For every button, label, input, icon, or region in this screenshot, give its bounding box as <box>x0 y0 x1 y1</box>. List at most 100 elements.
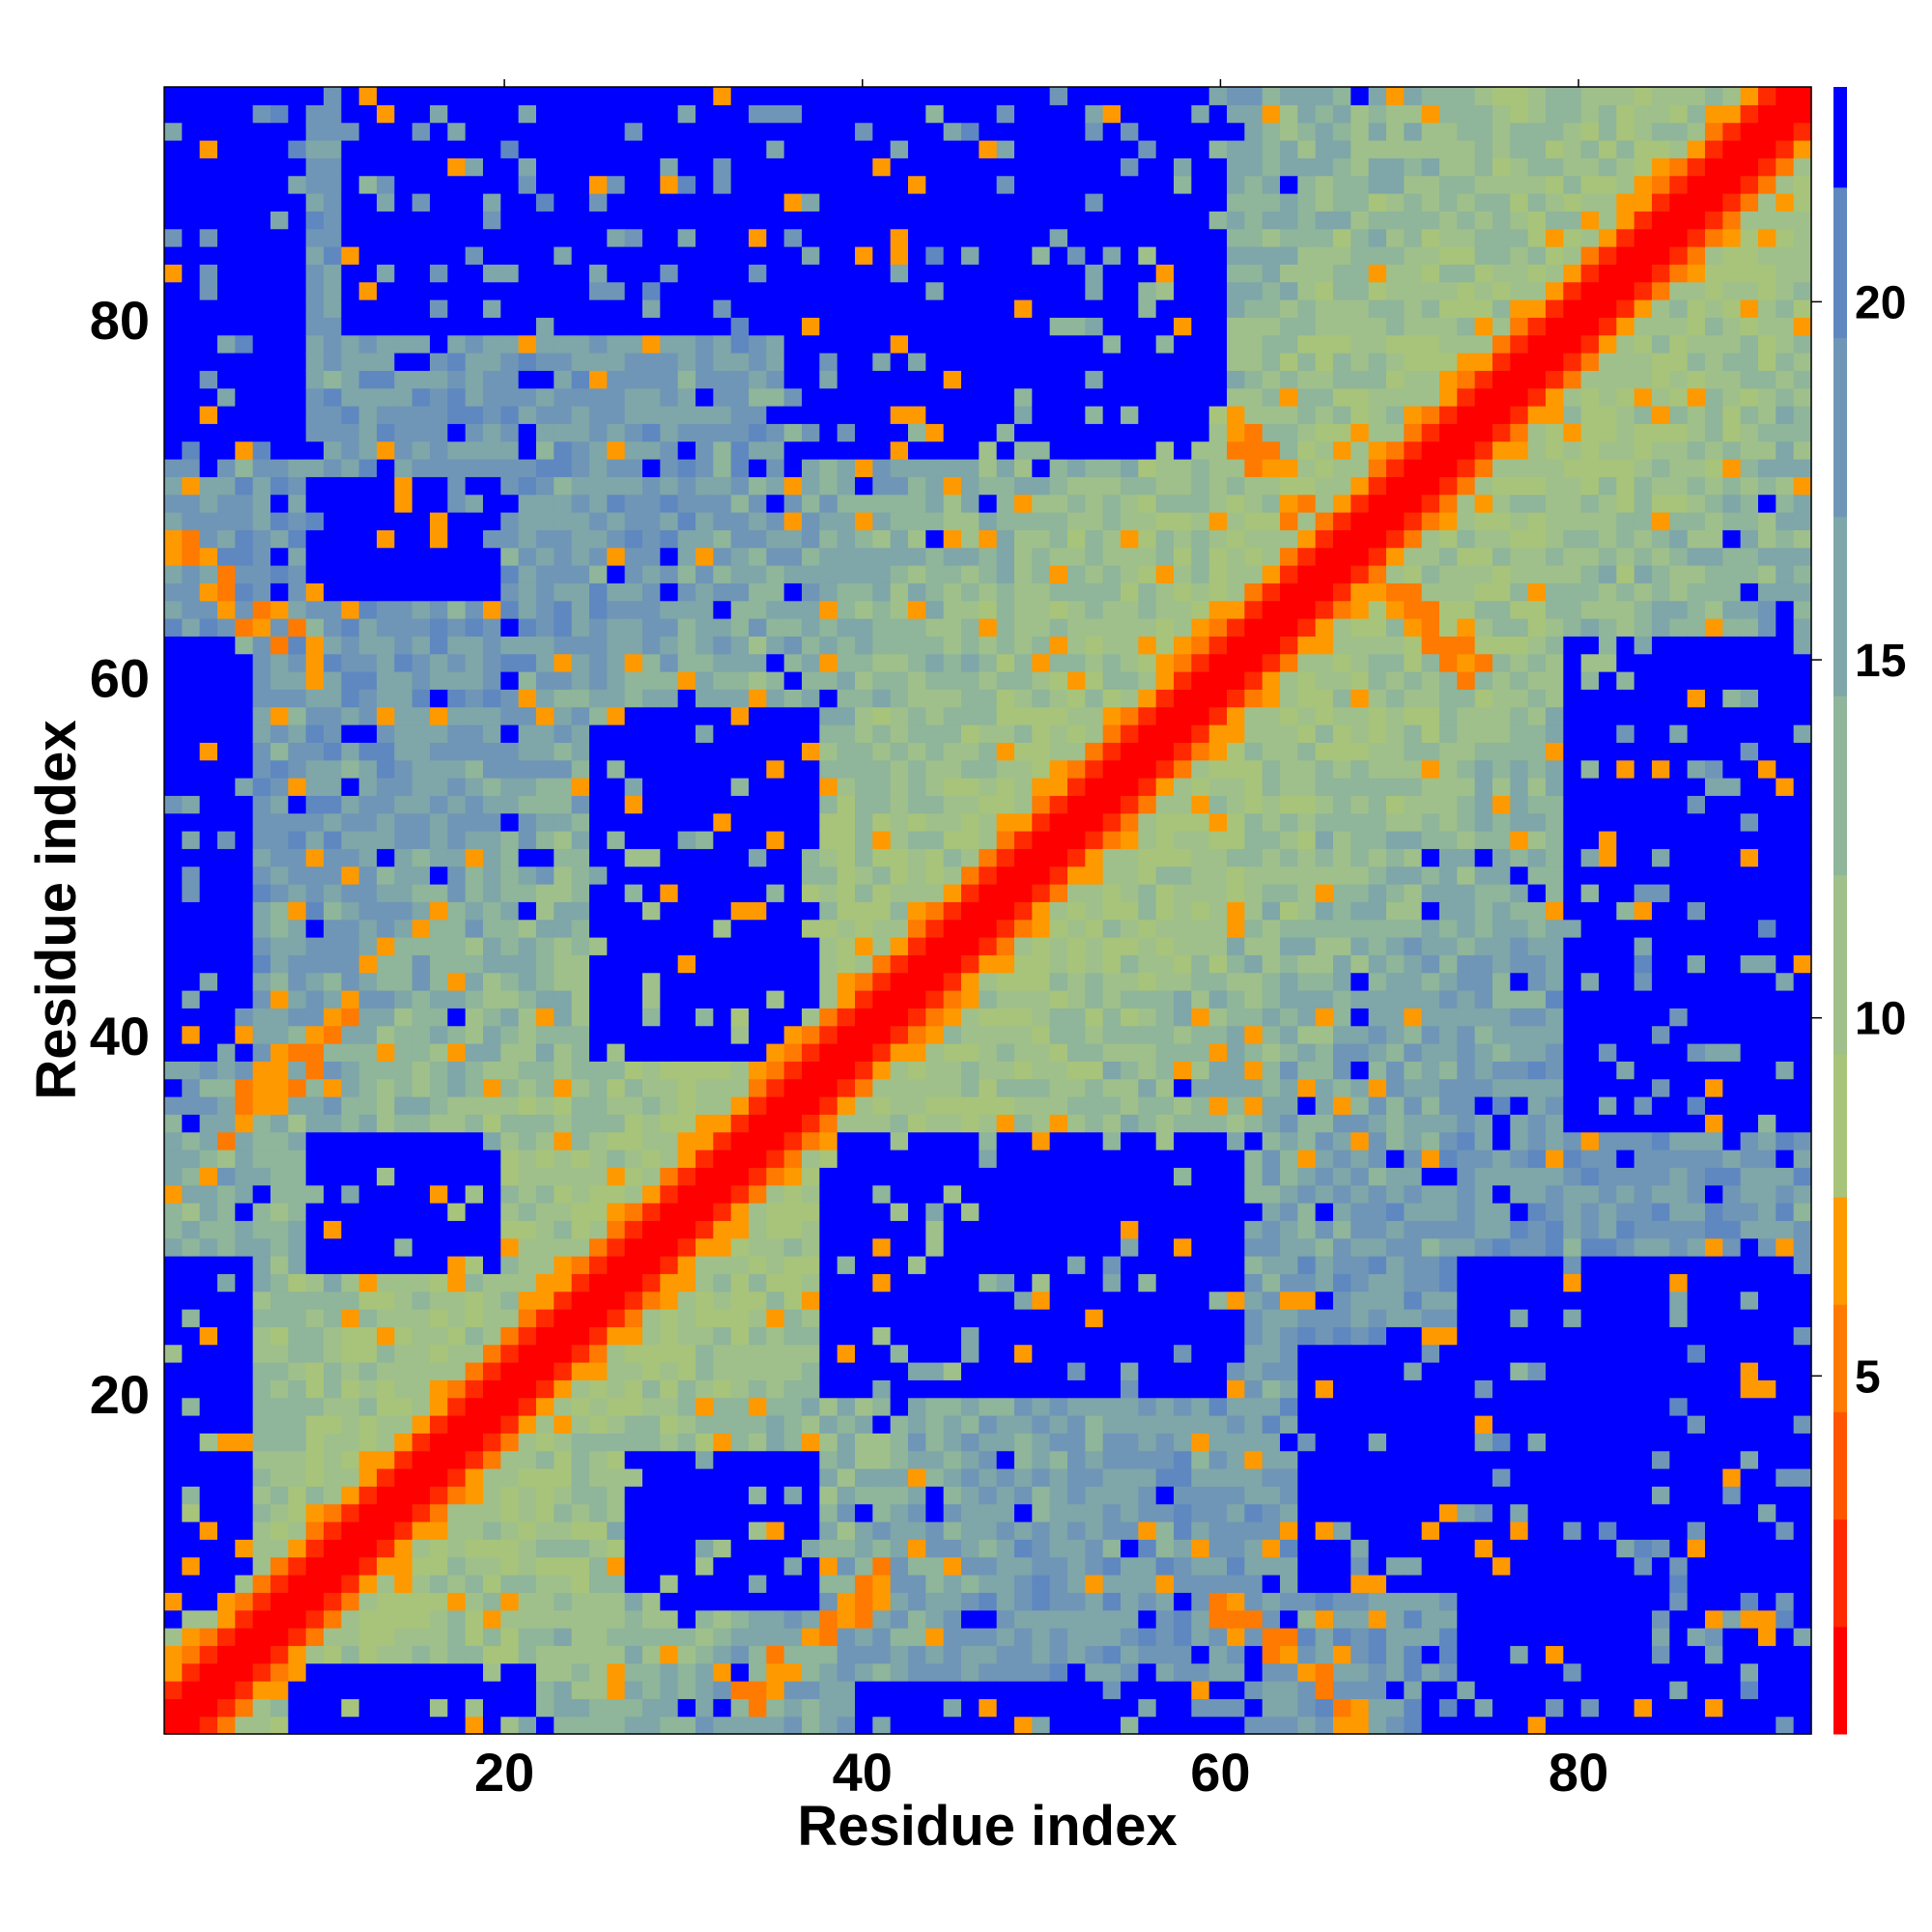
heatmap-cell <box>217 671 236 690</box>
heatmap-cell <box>518 387 537 407</box>
heatmap-cell <box>217 582 236 602</box>
heatmap-cell <box>377 901 395 921</box>
heatmap-cell <box>925 1609 945 1629</box>
heatmap-cell <box>324 671 342 690</box>
heatmap-cell <box>943 1486 962 1505</box>
heatmap-cell <box>377 1433 395 1452</box>
heatmap-cell <box>554 1326 573 1346</box>
heatmap-cell <box>1085 1681 1104 1699</box>
heatmap-cell <box>943 1167 962 1186</box>
heatmap-cell <box>500 671 520 690</box>
heatmap-cell <box>430 1114 448 1133</box>
heatmap-cell <box>430 689 448 708</box>
heatmap-cell <box>943 724 962 743</box>
heatmap-cell <box>358 1114 378 1133</box>
heatmap-cell <box>996 1698 1015 1718</box>
heatmap-cell <box>324 1078 342 1097</box>
heatmap-cell <box>358 157 378 177</box>
heatmap-cell <box>589 1662 608 1682</box>
heatmap-cell <box>925 653 945 672</box>
heatmap-cell <box>341 1061 360 1080</box>
heatmap-cell <box>430 1645 448 1664</box>
heatmap-cell <box>518 1397 537 1416</box>
heatmap-cell <box>518 529 537 549</box>
heatmap-cell <box>1067 87 1086 105</box>
heatmap-cell <box>961 1273 980 1293</box>
heatmap-cell <box>430 157 448 177</box>
heatmap-cell <box>412 1716 431 1735</box>
heatmap-cell <box>660 795 679 814</box>
heatmap-cell <box>500 1043 520 1062</box>
heatmap-cell <box>696 759 714 779</box>
heatmap-cell <box>518 600 537 619</box>
heatmap-cell <box>872 1592 892 1611</box>
heatmap-cell <box>518 370 537 389</box>
heatmap-cell <box>377 742 395 761</box>
heatmap-cell <box>430 246 448 265</box>
heatmap-cell <box>819 1061 838 1080</box>
heatmap-cell <box>483 582 501 602</box>
heatmap-cell <box>252 812 271 832</box>
heatmap-cell <box>182 547 201 566</box>
heatmap-cell <box>270 1203 289 1221</box>
heatmap-cell <box>925 671 945 690</box>
heatmap-cell <box>766 1309 785 1327</box>
heatmap-cell <box>430 1433 448 1452</box>
heatmap-cell <box>855 1344 873 1363</box>
heatmap-cell <box>730 1078 750 1097</box>
heatmap-cell <box>412 1150 431 1168</box>
heatmap-cell <box>749 901 767 921</box>
heatmap-cell <box>288 1609 307 1629</box>
heatmap-cell <box>837 1379 856 1399</box>
heatmap-cell <box>1032 1609 1051 1629</box>
heatmap-cell <box>1032 1521 1051 1540</box>
heatmap-cell <box>677 1645 696 1664</box>
heatmap-cell <box>518 175 537 194</box>
heatmap-cell <box>908 1167 926 1186</box>
heatmap-cell <box>1085 281 1104 300</box>
heatmap-cell <box>235 1309 254 1327</box>
heatmap-cell <box>1032 1698 1051 1718</box>
heatmap-cell <box>979 972 998 991</box>
heatmap-cell <box>1014 529 1033 549</box>
heatmap-cell <box>855 1539 873 1558</box>
heatmap-cell <box>624 211 643 230</box>
heatmap-cell <box>341 1078 360 1097</box>
heatmap-cell <box>802 211 820 230</box>
heatmap-cell <box>341 87 360 105</box>
heatmap-cell <box>305 157 325 177</box>
heatmap-cell <box>252 264 271 283</box>
heatmap-cell <box>358 423 378 442</box>
heatmap-cell <box>270 600 289 619</box>
heatmap-cell <box>624 1220 643 1239</box>
heatmap-cell <box>270 264 289 283</box>
heatmap-cell <box>536 353 554 371</box>
heatmap-cell <box>730 1025 750 1044</box>
heatmap-cell <box>571 1628 590 1646</box>
heatmap-cell <box>943 937 962 955</box>
heatmap-cell <box>819 706 838 725</box>
heatmap-cell <box>855 175 873 194</box>
heatmap-cell <box>536 193 554 212</box>
heatmap-cell <box>925 264 945 283</box>
heatmap-cell <box>1014 1628 1033 1646</box>
heatmap-cell <box>305 1078 325 1097</box>
heatmap-cell <box>908 317 926 336</box>
heatmap-cell <box>1014 1344 1033 1363</box>
heatmap-cell <box>607 299 626 318</box>
heatmap-cell <box>943 246 962 265</box>
heatmap-cell <box>358 884 378 902</box>
heatmap-cell <box>483 87 501 105</box>
heatmap-cell <box>554 512 573 530</box>
heatmap-cell <box>783 1575 803 1593</box>
heatmap-cell <box>465 423 484 442</box>
heatmap-cell <box>589 671 608 690</box>
heatmap-cell <box>483 1415 501 1434</box>
heatmap-cell <box>979 529 998 549</box>
heatmap-cell <box>571 848 590 867</box>
heatmap-cell <box>730 1362 750 1380</box>
heatmap-cell <box>783 406 803 424</box>
heatmap-cell <box>961 264 980 283</box>
heatmap-cell <box>979 193 998 212</box>
heatmap-cell <box>802 1167 820 1186</box>
